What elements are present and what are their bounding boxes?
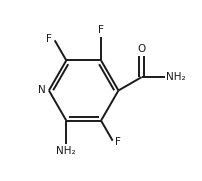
Text: F: F: [98, 26, 103, 35]
Text: F: F: [46, 34, 52, 45]
Text: N: N: [38, 85, 45, 96]
Text: F: F: [115, 136, 121, 147]
Text: NH₂: NH₂: [165, 72, 184, 82]
Text: NH₂: NH₂: [56, 146, 76, 155]
Text: O: O: [137, 44, 145, 54]
